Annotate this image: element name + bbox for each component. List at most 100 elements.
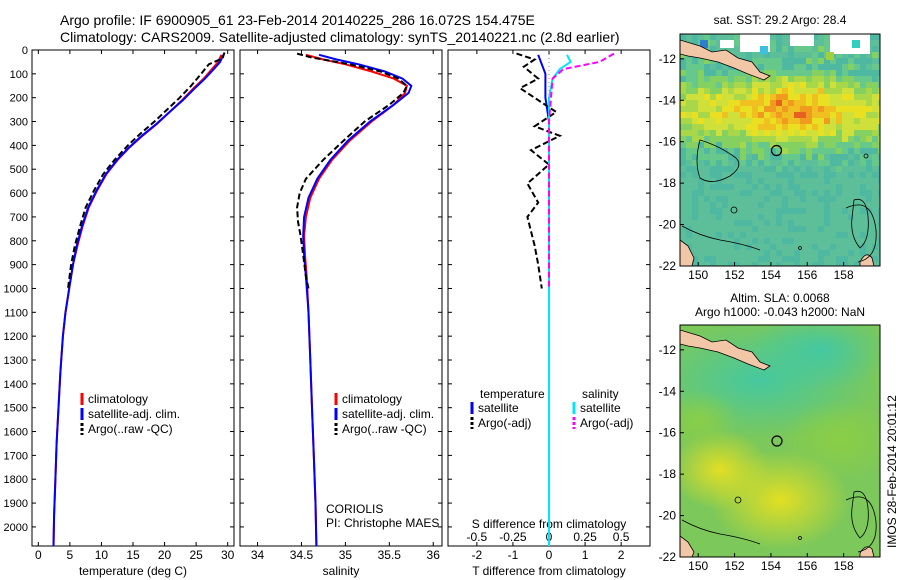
- sst-cell: [872, 184, 878, 190]
- sst-cell: [866, 118, 872, 124]
- sst-cell: [734, 262, 740, 266]
- sst-cell: [722, 124, 728, 130]
- sst-cell: [770, 262, 776, 266]
- sst-cell: [794, 250, 800, 256]
- sst-cell: [734, 136, 740, 142]
- sst-cell: [722, 226, 728, 232]
- sst-cell: [686, 214, 692, 220]
- x-axis-label: T difference from climatology: [472, 564, 626, 578]
- sst-cell: [680, 148, 686, 154]
- sst-cell: [770, 184, 776, 190]
- sst-cell: [818, 46, 824, 52]
- sst-cell: [872, 250, 878, 256]
- sst-cell: [842, 82, 848, 88]
- sst-cell: [710, 160, 716, 166]
- sst-cell: [740, 178, 746, 184]
- sst-cell: [776, 208, 782, 214]
- sst-cell: [878, 58, 880, 64]
- sst-cell: [800, 154, 806, 160]
- sst-cell: [794, 262, 800, 266]
- legend-label: Argo(..raw -QC): [88, 422, 173, 436]
- sst-cell: [734, 214, 740, 220]
- sst-cell: [680, 136, 686, 142]
- sst-cell: [794, 100, 800, 106]
- series-line-s-argo-adj-: [548, 52, 615, 289]
- sst-cell: [716, 124, 722, 130]
- sst-cell: [746, 220, 752, 226]
- sst-cell: [770, 118, 776, 124]
- sst-cell: [836, 208, 842, 214]
- sst-cell: [728, 94, 734, 100]
- sst-cell: [824, 76, 830, 82]
- sst-cell: [722, 184, 728, 190]
- sst-cell: [836, 244, 842, 250]
- sst-cell: [860, 142, 866, 148]
- sst-cell: [752, 196, 758, 202]
- sst-cell: [788, 208, 794, 214]
- sst-cell: [752, 154, 758, 160]
- sst-cell: [800, 82, 806, 88]
- sst-cell: [710, 124, 716, 130]
- sst-cell: [830, 82, 836, 88]
- sst-cell: [752, 160, 758, 166]
- sst-cell: [824, 166, 830, 172]
- sst-cell: [824, 130, 830, 136]
- sst-cell: [854, 64, 860, 70]
- sst-cell: [854, 160, 860, 166]
- sst-cell: [758, 118, 764, 124]
- sst-cell: [776, 244, 782, 250]
- sst-cell: [812, 154, 818, 160]
- sst-cell: [752, 112, 758, 118]
- sst-cell: [770, 94, 776, 100]
- sst-cell: [824, 94, 830, 100]
- sst-cell: [854, 214, 860, 220]
- sst-cell: [794, 94, 800, 100]
- sst-cell: [716, 202, 722, 208]
- sst-cell: [704, 100, 710, 106]
- sst-cell: [854, 124, 860, 130]
- sst-cell: [854, 232, 860, 238]
- sst-cell: [848, 94, 854, 100]
- sst-cell: [800, 244, 806, 250]
- sst-cell: [788, 106, 794, 112]
- sst-cell: [818, 262, 824, 266]
- sst-cell: [752, 130, 758, 136]
- sst-cell: [806, 154, 812, 160]
- sst-cell: [752, 172, 758, 178]
- sst-cell: [854, 58, 860, 64]
- sst-cell: [680, 160, 686, 166]
- sst-cell: [848, 106, 854, 112]
- sst-cell: [854, 70, 860, 76]
- sst-cell: [770, 88, 776, 94]
- sst-cell: [716, 88, 722, 94]
- sst-cell: [878, 238, 880, 244]
- sst-cell: [824, 34, 830, 40]
- sst-cell: [776, 196, 782, 202]
- sst-cell: [788, 184, 794, 190]
- sst-cell: [710, 232, 716, 238]
- sst-cell: [824, 100, 830, 106]
- sst-cell: [860, 238, 866, 244]
- sst-cell: [824, 142, 830, 148]
- sst-cell: [728, 124, 734, 130]
- sst-cell: [824, 172, 830, 178]
- sst-cell: [776, 136, 782, 142]
- sst-cell: [854, 118, 860, 124]
- y-tick-label: 2000: [4, 522, 28, 534]
- sst-cell: [692, 184, 698, 190]
- sst-cell: [860, 64, 866, 70]
- sst-cell: [758, 208, 764, 214]
- sst-cell: [752, 166, 758, 172]
- sst-cell: [860, 70, 866, 76]
- sst-cell: [746, 178, 752, 184]
- sst-cell: [740, 76, 746, 82]
- sst-cell: [806, 94, 812, 100]
- sst-cell: [692, 220, 698, 226]
- sst-cell: [770, 214, 776, 220]
- sst-cell: [728, 256, 734, 262]
- sst-cell: [698, 196, 704, 202]
- sst-cell: [800, 256, 806, 262]
- sst-cell: [800, 262, 806, 266]
- sst-cell: [812, 76, 818, 82]
